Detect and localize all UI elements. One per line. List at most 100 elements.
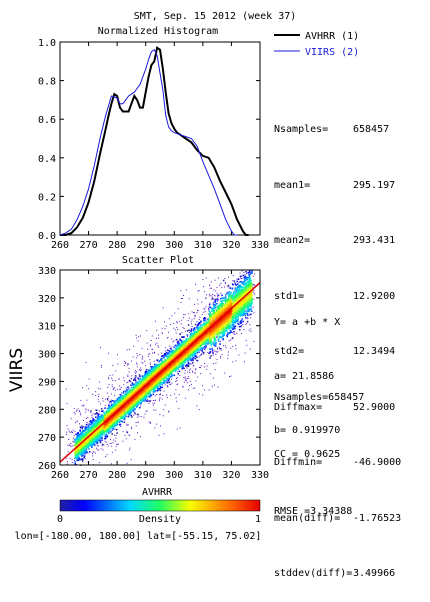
scatter-point: [230, 340, 231, 341]
scatter-density-cell: [129, 389, 131, 391]
scatter-point: [167, 338, 168, 339]
scatter-point: [76, 411, 77, 412]
scatter-point: [164, 433, 165, 434]
scatter-point: [128, 389, 129, 390]
scatter-density-cell: [97, 417, 99, 419]
scatter-point: [177, 371, 178, 372]
scatter-point: [185, 366, 186, 367]
scatter-point: [138, 336, 139, 337]
scatter-point: [220, 293, 221, 294]
scatter-density-cell: [218, 295, 220, 297]
scatter-point: [219, 347, 220, 348]
scatter-point: [150, 345, 151, 346]
scatter-density-cell: [98, 416, 100, 418]
scatter-point: [194, 318, 195, 319]
scatter-point: [106, 442, 107, 443]
scatter-point: [127, 349, 128, 350]
scatter-density-cell: [176, 339, 178, 341]
scatter-point: [159, 394, 160, 395]
scatter-point: [129, 372, 130, 373]
scatter-point: [240, 277, 241, 278]
scatter-point: [86, 400, 87, 401]
scatter-point: [183, 377, 184, 378]
histogram-ytick-label: 1.0: [38, 38, 56, 49]
scatter-point: [131, 378, 132, 379]
scatter-point: [121, 393, 122, 394]
scatter-point: [72, 432, 73, 433]
scatter-point: [199, 367, 200, 368]
scatter-point: [229, 340, 230, 341]
scatter-point: [83, 405, 84, 406]
scatter-point: [74, 408, 75, 409]
scatter-point: [100, 347, 101, 348]
scatter-point: [249, 324, 250, 325]
scatter-density-cell: [128, 416, 130, 418]
scatter-point: [201, 350, 202, 351]
scatter-point: [181, 298, 182, 299]
figure-title: SMT, Sep. 15 2012 (week 37): [134, 11, 297, 22]
scatter-point: [88, 410, 89, 411]
scatter-point: [133, 346, 134, 347]
scatter-point: [215, 369, 216, 370]
scatter-point: [86, 409, 87, 410]
scatter-point: [116, 435, 117, 436]
scatter-point: [66, 434, 67, 435]
scatter-density-cell: [220, 298, 222, 300]
scatter-point: [208, 308, 209, 309]
scatter-density-cell: [175, 345, 177, 347]
scatter-point: [136, 381, 137, 382]
scatter-point: [199, 393, 200, 394]
scatter-point: [98, 401, 99, 402]
scatter-density-cell: [116, 429, 118, 431]
scatter-point: [142, 356, 143, 357]
scatter-point: [214, 385, 215, 386]
scatter-point: [165, 350, 166, 351]
scatter-point: [163, 409, 164, 410]
scatter-point: [129, 435, 130, 436]
scatter-point: [175, 329, 176, 330]
scatter-point: [202, 395, 203, 396]
scatter-point: [245, 315, 246, 316]
scatter-density-cell: [227, 332, 229, 334]
scatter-point: [126, 416, 127, 417]
scatter-point: [133, 356, 134, 357]
scatter-point: [136, 363, 137, 364]
scatter-point: [232, 332, 233, 333]
scatter-point: [131, 428, 132, 429]
scatter-point: [97, 449, 98, 450]
scatter-point: [250, 317, 251, 318]
scatter-point: [144, 361, 145, 362]
scatter-point: [111, 378, 112, 379]
scatter-point: [93, 459, 94, 460]
scatter-point: [209, 295, 210, 296]
scatter-point: [102, 440, 103, 441]
scatter-point: [177, 322, 178, 323]
scatter-density-cell: [177, 341, 179, 343]
scatter-point: [173, 341, 174, 342]
scatter-point: [137, 364, 138, 365]
scatter-point: [220, 283, 221, 284]
scatter-point: [90, 411, 91, 412]
scatter-point: [217, 359, 218, 360]
scatter-point: [158, 338, 159, 339]
scatter-point: [254, 274, 255, 275]
scatter-density-cell: [204, 323, 206, 325]
histogram-ytick-label: 0.6: [38, 115, 56, 126]
scatter-point: [158, 347, 159, 348]
histogram-xtick-label: 280: [108, 240, 126, 251]
scatter-point: [215, 298, 216, 299]
scatter-point: [209, 285, 210, 286]
scatter-density-cell: [232, 337, 234, 339]
scatter-point: [149, 359, 150, 360]
scatter-point: [229, 376, 230, 377]
scatter-point: [213, 302, 214, 303]
scatter-point: [206, 306, 207, 307]
scatter-point: [162, 399, 163, 400]
scatter-point: [95, 410, 96, 411]
scatter-point: [225, 282, 226, 283]
scatter-point: [195, 316, 196, 317]
scatter-point: [131, 427, 132, 428]
histogram-ytick-label: 0.4: [38, 154, 56, 165]
scatter-point: [194, 387, 195, 388]
scatter-point: [110, 439, 111, 440]
